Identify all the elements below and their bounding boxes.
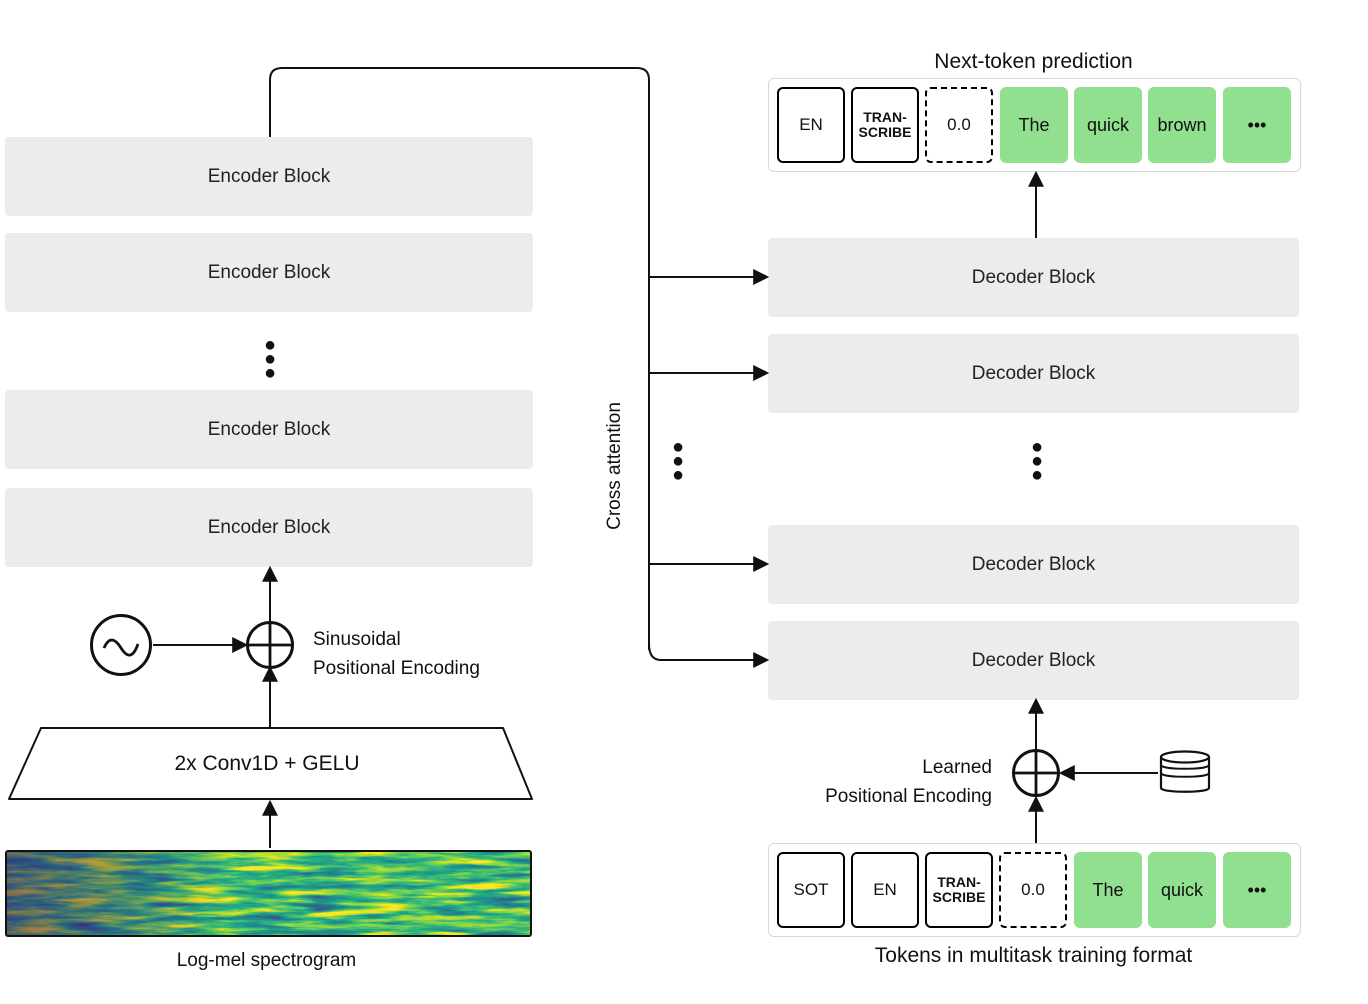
svg-text:Cross attention: Cross attention — [604, 402, 625, 530]
svg-text:2x Conv1D + GELU: 2x Conv1D + GELU — [174, 752, 359, 775]
